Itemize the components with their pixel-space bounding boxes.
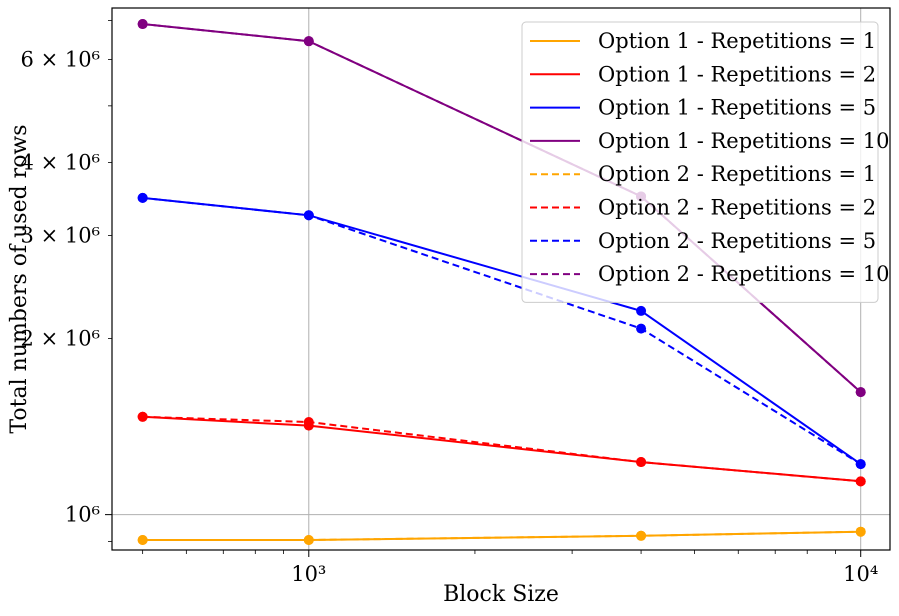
- legend-label: Option 1 - Repetitions = 1: [598, 29, 876, 53]
- data-point: [303, 210, 314, 221]
- tick-labels: 10³ 10⁴ 10⁶ 2 × 10⁶ 3 × 10⁶ 4 × 10⁶ 6 × 10⁶: [21, 48, 879, 586]
- data-point: [303, 36, 314, 47]
- legend-box: [521, 21, 879, 303]
- y-tick-label: 3 × 10⁶: [21, 224, 100, 248]
- data-point: [137, 19, 148, 30]
- series-line: [142, 530, 861, 541]
- plot-frame: [111, 7, 891, 551]
- minor-ticks: [108, 19, 836, 554]
- x-tick-label: 10⁴: [843, 562, 878, 586]
- data-point: [855, 476, 866, 487]
- data-point: [303, 420, 314, 431]
- legend-label: Option 1 - Repetitions = 10: [598, 129, 890, 153]
- y-tick-label: 10⁶: [65, 503, 100, 527]
- data-point: [636, 530, 647, 541]
- y-tick-label: 2 × 10⁶: [21, 327, 100, 351]
- data-point: [855, 459, 866, 470]
- data-point: [137, 411, 148, 422]
- series-line: [142, 196, 862, 465]
- y-tick-label: 6 × 10⁶: [21, 48, 100, 72]
- data-point: [636, 457, 647, 468]
- series-line: [142, 415, 861, 483]
- legend-label: Option 2 - Repetitions = 1: [598, 162, 876, 186]
- data-point: [855, 387, 866, 398]
- y-axis-label: Total numbers of used rows: [7, 124, 32, 433]
- legend-label: Option 2 - Repetitions = 2: [598, 196, 876, 220]
- data-point: [636, 305, 647, 316]
- y-tick-label: 4 × 10⁶: [21, 151, 100, 175]
- x-axis-label: Block Size: [443, 582, 559, 607]
- tick-marks: [105, 59, 862, 557]
- data-point: [636, 323, 647, 334]
- legend-label: Option 1 - Repetitions = 5: [598, 96, 876, 120]
- data-point: [137, 534, 148, 545]
- data-point: [137, 192, 148, 203]
- legend-label: Option 2 - Repetitions = 5: [598, 229, 876, 253]
- legend: Option 1 - Repetitions = 1 Option 1 - Rep…: [521, 21, 890, 303]
- x-tick-label: 10³: [291, 562, 326, 586]
- legend-label: Option 2 - Repetitions = 10: [598, 262, 890, 286]
- data-point: [855, 526, 866, 537]
- data-point: [303, 534, 314, 545]
- legend-label: Option 1 - Repetitions = 2: [598, 62, 876, 86]
